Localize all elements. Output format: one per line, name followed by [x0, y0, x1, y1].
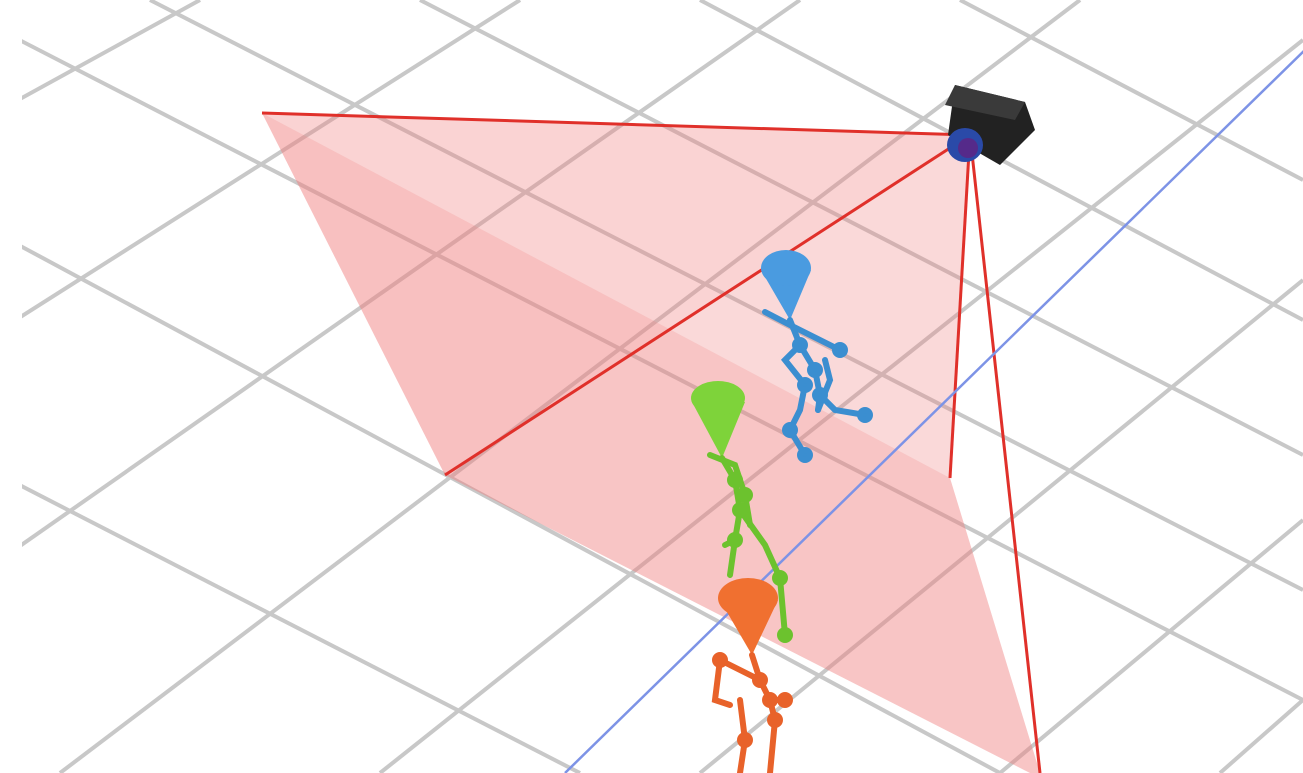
camera-frustum-part-part [444, 133, 971, 477]
camera-frustum-part-part [948, 134, 972, 479]
skeleton-orange-part [752, 672, 768, 688]
skeleton-orange-part [711, 657, 733, 708]
camera-frustum-part-part [968, 134, 1042, 773]
camera-frustum-part [262, 113, 1040, 773]
skeleton-green-part [732, 502, 748, 518]
ground-grid-part [698, 278, 1303, 773]
skeleton-green-part [777, 627, 793, 643]
ground-grid-part [22, 244, 1001, 773]
skeleton-green-part [692, 402, 745, 458]
skeleton-orange-part [762, 692, 778, 708]
ground-grid-part [1218, 698, 1303, 773]
ground-grid-part [58, 0, 1082, 773]
skeleton-blue-part [812, 387, 828, 403]
camera-frustum-part [261, 111, 1042, 773]
skeleton-blue-part [762, 309, 843, 353]
skeleton-blue-part [807, 362, 823, 378]
skeleton-orange-part [718, 578, 778, 618]
camera [945, 85, 1035, 165]
camera-frustum-part [262, 113, 970, 475]
skeleton-blue-part [832, 342, 848, 358]
skeleton-blue-part [857, 407, 873, 423]
ground-grid-part [22, 0, 802, 548]
skeleton-green [691, 381, 793, 643]
axis-line [564, 50, 1303, 773]
camera-frustum-part-part [261, 111, 971, 137]
skeleton-orange-part [767, 712, 783, 728]
ground-grid-part [998, 518, 1303, 773]
skeleton-orange-part [749, 652, 778, 723]
skeleton-green-part [737, 487, 753, 503]
ground-grid-part [22, 484, 581, 773]
skeleton-orange-part [712, 652, 728, 668]
ground-grid-part [419, 0, 1303, 457]
skeleton-green-part [727, 532, 743, 548]
ground-grid-part [22, 39, 1303, 702]
skeleton-orange-part [777, 692, 793, 708]
skeleton-green-part [691, 381, 745, 415]
camera-frustum-part [445, 135, 1040, 773]
skeleton-blue [761, 250, 873, 463]
camera-part [958, 138, 978, 158]
ground-grid-part [22, 0, 201, 101]
ground-grid-part [378, 38, 1303, 773]
skeleton-orange-part [737, 732, 753, 748]
skeleton-blue-part [792, 337, 808, 353]
skeleton-blue-part [782, 422, 798, 438]
ground-grid-part [149, 0, 1303, 592]
ground-grid-part [22, 0, 522, 319]
skeleton-green-part [737, 507, 788, 638]
camera-part [945, 85, 1025, 120]
skeleton-green-part [772, 570, 788, 586]
skeleton-blue-part [761, 250, 811, 286]
skeleton-orange-part [767, 717, 778, 773]
camera-frustum [261, 111, 1042, 773]
ground-grid-part [959, 0, 1303, 182]
skeleton-blue-part [797, 447, 813, 463]
skeleton-orange [711, 578, 793, 773]
skeleton-green-part [727, 472, 743, 488]
skeleton-blue-part [797, 377, 813, 393]
